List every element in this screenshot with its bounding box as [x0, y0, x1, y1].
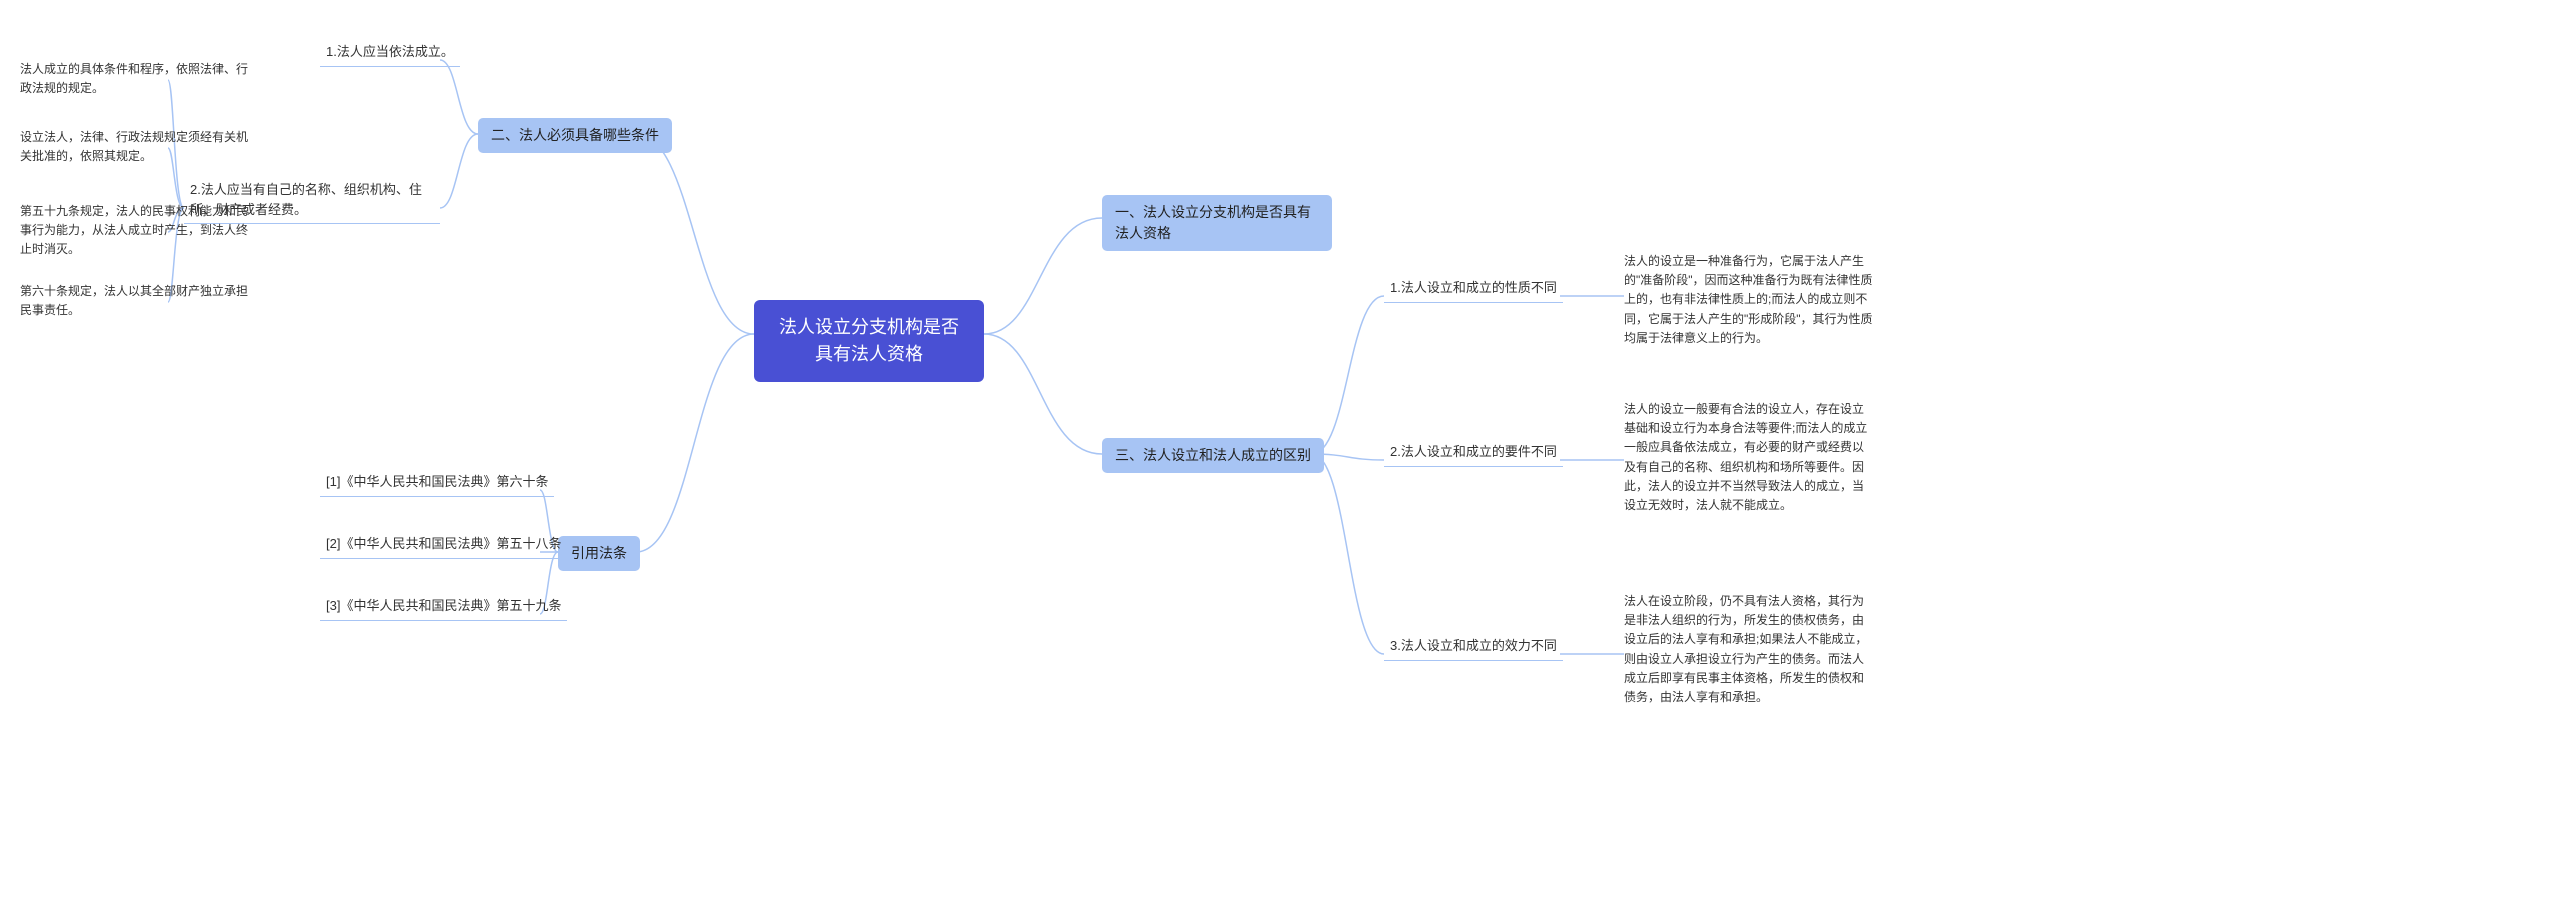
branch-right-3: 三、法人设立和法人成立的区别: [1102, 438, 1324, 473]
sub-l2-2-1: 设立法人，法律、行政法规规定须经有关机关批准的，依照其规定。: [20, 128, 250, 166]
leaf-r3-3: 3.法人设立和成立的效力不同: [1384, 636, 1563, 661]
cite-1: [2]《中华人民共和国民法典》第五十八条: [320, 534, 567, 559]
sub-l2-2-2: 第五十九条规定，法人的民事权利能力和民事行为能力，从法人成立时产生，到法人终止时…: [20, 202, 250, 260]
branch-cite: 引用法条: [558, 536, 640, 571]
cite-0: [1]《中华人民共和国民法典》第六十条: [320, 472, 554, 497]
mindmap-canvas: 法人设立分支机构是否具有法人资格 一、法人设立分支机构是否具有法人资格 三、法人…: [0, 0, 2560, 904]
desc-r3-3: 法人在设立阶段，仍不具有法人资格，其行为是非法人组织的行为，所发生的债权债务，由…: [1624, 592, 1874, 707]
cite-2: [3]《中华人民共和国民法典》第五十九条: [320, 596, 567, 621]
leaf-r3-2: 2.法人设立和成立的要件不同: [1384, 442, 1563, 467]
branch-left-2: 二、法人必须具备哪些条件: [478, 118, 672, 153]
leaf-r3-1: 1.法人设立和成立的性质不同: [1384, 278, 1563, 303]
sub-l2-2-3: 第六十条规定，法人以其全部财产独立承担民事责任。: [20, 282, 250, 320]
leaf-l2-1: 1.法人应当依法成立。: [320, 42, 460, 67]
desc-r3-1: 法人的设立是一种准备行为，它属于法人产生的"准备阶段"，因而这种准备行为既有法律…: [1624, 252, 1874, 348]
sub-l2-2-0: 法人成立的具体条件和程序，依照法律、行政法规的规定。: [20, 60, 250, 98]
root-node: 法人设立分支机构是否具有法人资格: [754, 300, 984, 382]
branch-right-1: 一、法人设立分支机构是否具有法人资格: [1102, 195, 1332, 251]
desc-r3-2: 法人的设立一般要有合法的设立人，存在设立基础和设立行为本身合法等要件;而法人的成…: [1624, 400, 1874, 515]
